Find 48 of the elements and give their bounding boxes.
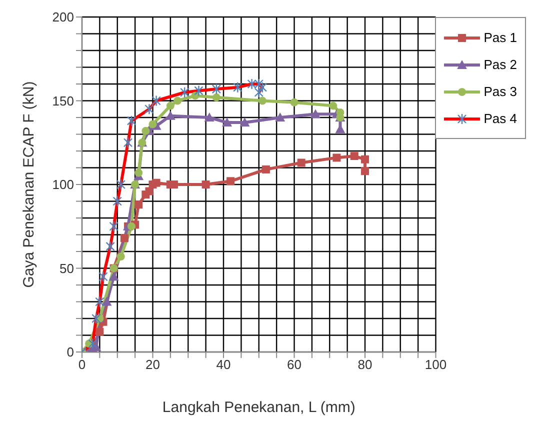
y-tick-label: 100 bbox=[52, 177, 74, 192]
x-axis-title: Langkah Penekanan, L (mm) bbox=[162, 399, 356, 416]
y-tick-label: 150 bbox=[52, 93, 74, 108]
point bbox=[202, 180, 210, 188]
point bbox=[134, 168, 143, 177]
point bbox=[120, 234, 128, 242]
legend-label: Pas 1 bbox=[484, 30, 517, 45]
point bbox=[310, 109, 320, 118]
y-tick-label: 200 bbox=[52, 10, 74, 25]
x-tick-label: 40 bbox=[216, 357, 231, 372]
point bbox=[222, 118, 232, 127]
point bbox=[134, 200, 143, 209]
point bbox=[258, 96, 266, 105]
point bbox=[128, 222, 136, 230]
point bbox=[148, 120, 157, 128]
point bbox=[361, 155, 369, 164]
x-tick-label: 60 bbox=[287, 357, 302, 372]
point bbox=[240, 118, 250, 127]
point bbox=[329, 102, 338, 110]
y-axis-title: Gaya Penekanan ECAP F (kN) bbox=[20, 81, 38, 288]
point bbox=[212, 93, 220, 102]
point bbox=[297, 158, 306, 167]
x-tick-label: 0 bbox=[78, 357, 86, 372]
point bbox=[142, 126, 150, 135]
point bbox=[166, 102, 174, 110]
point bbox=[102, 296, 112, 306]
legend-label: Pas 3 bbox=[484, 84, 517, 99]
point bbox=[204, 112, 214, 122]
point bbox=[332, 154, 341, 162]
point bbox=[361, 167, 369, 176]
point bbox=[145, 187, 154, 196]
point bbox=[350, 152, 358, 160]
point bbox=[116, 252, 125, 261]
point bbox=[108, 272, 119, 281]
point bbox=[226, 177, 235, 186]
point bbox=[174, 96, 182, 105]
point bbox=[262, 165, 270, 174]
x-tick-label: 100 bbox=[424, 357, 447, 372]
legend-label: Pas 4 bbox=[484, 111, 517, 126]
y-tick-label: 50 bbox=[60, 260, 74, 276]
point bbox=[152, 178, 160, 187]
x-tick-label: 20 bbox=[146, 357, 160, 372]
legend-label: Pas 2 bbox=[484, 57, 517, 72]
point bbox=[96, 328, 104, 336]
y-tick-label: 0 bbox=[66, 344, 74, 360]
point bbox=[275, 112, 286, 122]
x-tick-label: 80 bbox=[358, 357, 372, 372]
point bbox=[290, 98, 298, 106]
